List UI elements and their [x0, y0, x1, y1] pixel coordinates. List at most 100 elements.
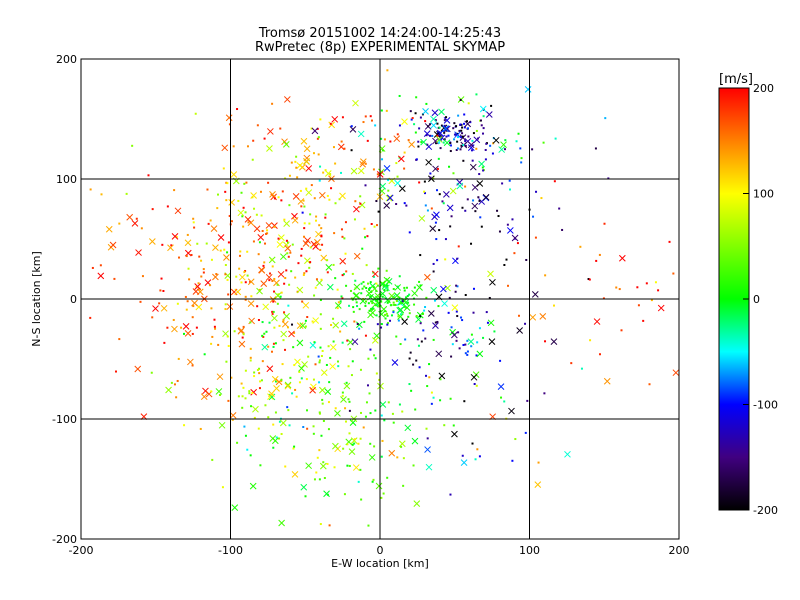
data-point-dot	[459, 136, 462, 139]
data-point-x	[511, 234, 519, 242]
data-point-x	[443, 117, 451, 124]
data-point-dot	[244, 269, 247, 272]
data-point-dot	[367, 282, 370, 285]
data-point-x	[305, 165, 313, 172]
data-point-dot	[413, 303, 416, 306]
y-tick-label: 200	[56, 53, 77, 66]
data-point-dot	[295, 395, 298, 398]
data-point-dot	[636, 286, 639, 289]
data-point-dot	[402, 484, 405, 487]
data-point-dot	[302, 426, 305, 429]
data-point-dot	[231, 418, 234, 421]
data-point-dot	[374, 409, 377, 412]
data-point-dot	[418, 127, 421, 130]
data-point-dot	[228, 214, 231, 217]
data-point-x	[432, 322, 439, 329]
data-point-x	[302, 301, 310, 309]
data-point-dot	[320, 355, 323, 358]
data-point-dot	[125, 192, 128, 195]
data-point-dot	[91, 266, 94, 269]
data-point-x	[191, 299, 198, 307]
data-point-dot	[475, 129, 478, 132]
data-point-dot	[418, 366, 421, 369]
data-point-dot	[218, 394, 221, 397]
data-point-dot	[198, 288, 201, 291]
data-point-dot	[445, 135, 448, 138]
data-point-dot	[432, 262, 435, 265]
data-point-dot	[340, 140, 343, 143]
data-point-x	[260, 280, 268, 287]
data-point-dot	[216, 193, 219, 196]
data-point-x	[422, 108, 429, 115]
data-point-dot	[207, 222, 210, 225]
data-point-dot	[499, 359, 502, 362]
data-point-dot	[462, 159, 465, 162]
data-point-dot	[456, 285, 459, 288]
data-point-dot	[439, 378, 442, 381]
data-point-dot	[374, 357, 377, 360]
data-point-dot	[376, 224, 379, 227]
data-point-dot	[260, 379, 263, 382]
data-point-dot	[273, 197, 276, 200]
data-point-dot	[369, 295, 372, 298]
data-point-dot	[396, 456, 399, 459]
data-point-dot	[448, 165, 451, 168]
data-point-dot	[429, 172, 432, 175]
data-point-x	[134, 365, 142, 373]
data-point-x	[253, 225, 261, 233]
data-point-dot	[326, 271, 329, 274]
data-point-dot	[472, 311, 475, 314]
data-point-dot	[351, 443, 354, 446]
data-point-x	[271, 222, 278, 229]
data-point-x	[476, 180, 484, 187]
data-point-dot	[353, 218, 356, 221]
data-point-dot	[316, 137, 319, 140]
data-point-dot	[431, 134, 434, 137]
data-point-dot	[230, 376, 233, 379]
data-point-x	[265, 273, 273, 281]
data-point-dot	[517, 314, 520, 317]
data-point-dot	[272, 342, 275, 345]
data-point-dot	[225, 360, 228, 363]
data-point-dot	[588, 278, 591, 281]
data-point-dot	[176, 302, 179, 305]
data-point-dot	[475, 147, 478, 150]
data-point-dot	[463, 122, 466, 125]
data-point-dot	[443, 138, 446, 141]
data-point-x	[105, 225, 113, 233]
data-point-x	[305, 462, 312, 470]
data-point-dot	[341, 391, 344, 394]
data-point-dot	[525, 258, 528, 261]
data-point-dot	[464, 209, 467, 212]
data-point-dot	[422, 329, 425, 332]
data-point-dot	[332, 146, 335, 149]
data-point-dot	[450, 355, 453, 358]
data-point-x	[373, 332, 381, 340]
data-point-dot	[423, 190, 426, 193]
data-point-dot	[383, 288, 386, 291]
data-point-x	[415, 316, 422, 323]
data-point-dot	[445, 116, 448, 119]
data-point-dot	[295, 166, 298, 169]
data-point-x	[218, 421, 226, 429]
data-point-dot	[385, 109, 388, 112]
data-point-dot	[407, 301, 410, 304]
data-point-dot	[272, 345, 275, 348]
data-point-x	[296, 322, 304, 329]
data-point-x	[152, 305, 159, 312]
data-point-dot	[322, 171, 325, 174]
data-point-dot	[414, 408, 417, 411]
data-point-x	[464, 120, 472, 128]
data-point-dot	[385, 269, 388, 272]
data-point-dot	[415, 158, 418, 161]
data-point-dot	[210, 390, 213, 393]
data-point-dot	[303, 272, 306, 275]
data-point-x	[266, 365, 274, 373]
data-point-dot	[330, 323, 333, 326]
data-point-dot	[258, 372, 261, 375]
data-point-dot	[362, 121, 365, 124]
data-point-dot	[318, 361, 321, 364]
data-point-dot	[395, 300, 398, 303]
data-point-x	[369, 309, 376, 317]
data-point-x	[257, 233, 265, 241]
